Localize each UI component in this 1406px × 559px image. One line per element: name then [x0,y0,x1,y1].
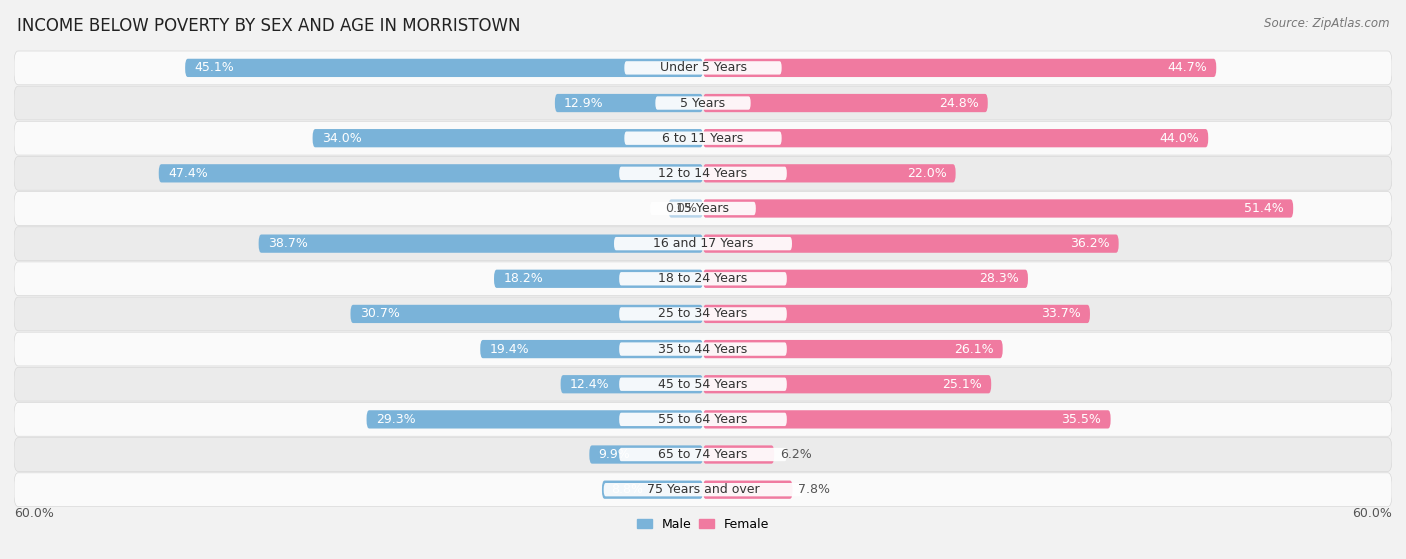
Text: 55 to 64 Years: 55 to 64 Years [658,413,748,426]
Text: Under 5 Years: Under 5 Years [659,61,747,74]
Text: 29.3%: 29.3% [375,413,415,426]
Text: 65 to 74 Years: 65 to 74 Years [658,448,748,461]
Text: 45.1%: 45.1% [194,61,233,74]
FancyBboxPatch shape [703,129,1208,148]
Text: 25.1%: 25.1% [942,378,981,391]
Text: 44.0%: 44.0% [1160,132,1199,145]
Text: 36.2%: 36.2% [1070,237,1109,250]
FancyBboxPatch shape [619,307,787,321]
Text: 8.8%: 8.8% [612,483,643,496]
FancyBboxPatch shape [703,164,956,182]
FancyBboxPatch shape [703,59,1216,77]
Text: 12.4%: 12.4% [569,378,609,391]
FancyBboxPatch shape [619,413,787,426]
Text: 22.0%: 22.0% [907,167,946,180]
FancyBboxPatch shape [602,481,703,499]
FancyBboxPatch shape [481,340,703,358]
FancyBboxPatch shape [703,446,775,463]
Text: 75 Years and over: 75 Years and over [647,483,759,496]
Text: 5 Years: 5 Years [681,97,725,110]
FancyBboxPatch shape [14,438,1392,471]
Text: 18.2%: 18.2% [503,272,543,285]
FancyBboxPatch shape [494,269,703,288]
FancyBboxPatch shape [14,402,1392,436]
FancyBboxPatch shape [703,200,1294,217]
FancyBboxPatch shape [14,262,1392,296]
FancyBboxPatch shape [186,59,703,77]
Text: 9.9%: 9.9% [599,448,630,461]
Text: 38.7%: 38.7% [267,237,308,250]
FancyBboxPatch shape [703,481,793,499]
Text: 12 to 14 Years: 12 to 14 Years [658,167,748,180]
Text: 24.8%: 24.8% [939,97,979,110]
Text: 12.9%: 12.9% [564,97,603,110]
FancyBboxPatch shape [619,343,787,356]
Text: 15 Years: 15 Years [676,202,730,215]
Text: 30.7%: 30.7% [360,307,399,320]
Text: 18 to 24 Years: 18 to 24 Years [658,272,748,285]
Text: 16 and 17 Years: 16 and 17 Years [652,237,754,250]
Text: 28.3%: 28.3% [979,272,1019,285]
Text: 47.4%: 47.4% [167,167,208,180]
FancyBboxPatch shape [589,446,703,463]
Text: 44.7%: 44.7% [1167,61,1208,74]
FancyBboxPatch shape [14,51,1392,85]
FancyBboxPatch shape [14,367,1392,401]
FancyBboxPatch shape [703,340,1002,358]
Text: 7.8%: 7.8% [799,483,831,496]
FancyBboxPatch shape [703,410,1111,429]
FancyBboxPatch shape [669,200,703,217]
Text: 19.4%: 19.4% [489,343,529,356]
FancyBboxPatch shape [312,129,703,148]
FancyBboxPatch shape [259,234,703,253]
FancyBboxPatch shape [14,192,1392,225]
Text: 60.0%: 60.0% [1353,507,1392,520]
FancyBboxPatch shape [703,375,991,394]
Legend: Male, Female: Male, Female [631,513,775,536]
Text: 6.2%: 6.2% [780,448,811,461]
Text: 34.0%: 34.0% [322,132,361,145]
FancyBboxPatch shape [367,410,703,429]
Text: 6 to 11 Years: 6 to 11 Years [662,132,744,145]
FancyBboxPatch shape [14,332,1392,366]
FancyBboxPatch shape [159,164,703,182]
FancyBboxPatch shape [619,167,787,180]
Text: 35 to 44 Years: 35 to 44 Years [658,343,748,356]
Text: 60.0%: 60.0% [14,507,53,520]
FancyBboxPatch shape [14,121,1392,155]
FancyBboxPatch shape [624,61,782,74]
FancyBboxPatch shape [619,272,787,286]
FancyBboxPatch shape [14,227,1392,260]
FancyBboxPatch shape [14,86,1392,120]
Text: 33.7%: 33.7% [1040,307,1081,320]
Text: 26.1%: 26.1% [953,343,994,356]
FancyBboxPatch shape [655,96,751,110]
FancyBboxPatch shape [703,269,1028,288]
FancyBboxPatch shape [619,448,787,461]
FancyBboxPatch shape [14,473,1392,506]
FancyBboxPatch shape [603,483,803,496]
FancyBboxPatch shape [703,94,988,112]
Text: 25 to 34 Years: 25 to 34 Years [658,307,748,320]
Text: 0.0%: 0.0% [665,202,697,215]
Text: Source: ZipAtlas.com: Source: ZipAtlas.com [1264,17,1389,30]
FancyBboxPatch shape [650,202,756,215]
FancyBboxPatch shape [703,234,1119,253]
FancyBboxPatch shape [555,94,703,112]
FancyBboxPatch shape [619,377,787,391]
Text: 45 to 54 Years: 45 to 54 Years [658,378,748,391]
FancyBboxPatch shape [14,297,1392,331]
Text: INCOME BELOW POVERTY BY SEX AND AGE IN MORRISTOWN: INCOME BELOW POVERTY BY SEX AND AGE IN M… [17,17,520,35]
FancyBboxPatch shape [561,375,703,394]
Text: 35.5%: 35.5% [1062,413,1101,426]
FancyBboxPatch shape [703,305,1090,323]
Text: 51.4%: 51.4% [1244,202,1284,215]
FancyBboxPatch shape [350,305,703,323]
FancyBboxPatch shape [614,237,792,250]
FancyBboxPatch shape [14,157,1392,190]
FancyBboxPatch shape [624,131,782,145]
